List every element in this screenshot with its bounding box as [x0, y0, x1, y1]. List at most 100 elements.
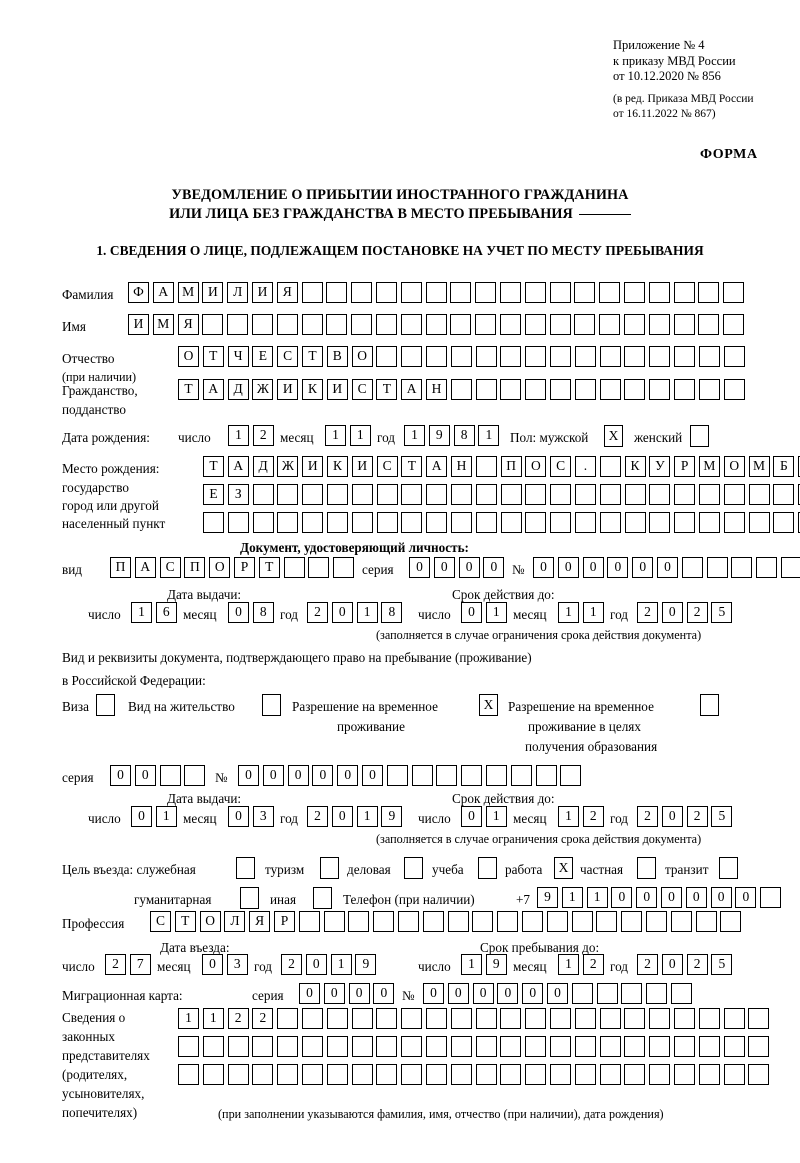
form-cell[interactable]: 0 — [611, 887, 633, 908]
form-cell[interactable] — [571, 983, 593, 1004]
form-cell[interactable] — [373, 911, 395, 932]
form-cell[interactable] — [549, 1008, 571, 1029]
form-cell[interactable]: С — [277, 346, 299, 367]
form-cell[interactable] — [624, 1064, 646, 1085]
form-cell[interactable]: К — [301, 379, 323, 400]
form-cell[interactable]: А — [426, 456, 448, 477]
form-cell[interactable]: Т — [258, 557, 280, 578]
form-cell[interactable] — [546, 911, 568, 932]
form-cell[interactable]: 0 — [461, 806, 482, 827]
form-cell[interactable] — [649, 1064, 671, 1085]
form-cell[interactable]: 0 — [458, 557, 480, 578]
form-cell[interactable]: О — [199, 911, 221, 932]
form-cell[interactable] — [376, 1008, 398, 1029]
form-cell[interactable] — [748, 1008, 770, 1029]
form-cell[interactable] — [720, 911, 742, 932]
form-cell[interactable]: К — [326, 456, 348, 477]
form-cell[interactable] — [227, 1036, 249, 1057]
form-cell[interactable]: Т — [202, 346, 224, 367]
form-cell[interactable] — [646, 983, 668, 1004]
form-cell[interactable]: 7 — [129, 954, 151, 975]
form-cell[interactable] — [648, 314, 670, 335]
form-cell[interactable] — [574, 1036, 596, 1057]
form-cell[interactable] — [773, 512, 795, 533]
form-cell[interactable]: Т — [376, 379, 398, 400]
form-cell[interactable] — [426, 484, 448, 505]
form-cell[interactable]: 0 — [607, 557, 629, 578]
form-cell[interactable]: 0 — [331, 806, 353, 827]
form-cell[interactable] — [723, 1008, 745, 1029]
form-cell[interactable] — [649, 346, 671, 367]
form-cell[interactable]: 3 — [226, 954, 248, 975]
form-cell[interactable] — [348, 911, 370, 932]
form-cell[interactable]: 0 — [461, 602, 482, 623]
form-cell[interactable] — [698, 314, 720, 335]
form-cell[interactable] — [351, 484, 373, 505]
form-cell[interactable] — [773, 484, 795, 505]
form-cell[interactable]: 2 — [582, 806, 604, 827]
form-cell[interactable] — [574, 314, 596, 335]
form-cell[interactable]: 2 — [637, 806, 658, 827]
form-cell[interactable]: 5 — [711, 806, 733, 827]
form-cell[interactable]: О — [209, 557, 231, 578]
form-cell[interactable] — [461, 765, 483, 786]
form-cell[interactable] — [535, 765, 557, 786]
form-cell[interactable]: 0 — [656, 557, 678, 578]
form-cell[interactable] — [450, 314, 472, 335]
form-cell[interactable]: О — [525, 456, 547, 477]
form-cell[interactable]: 0 — [582, 557, 604, 578]
form-cell[interactable] — [351, 282, 373, 303]
form-cell[interactable] — [351, 1036, 373, 1057]
form-cell[interactable]: Ч — [227, 346, 249, 367]
form-cell[interactable] — [277, 512, 299, 533]
form-cell[interactable]: Т — [301, 346, 323, 367]
form-cell[interactable] — [798, 484, 800, 505]
form-cell[interactable]: Р — [273, 911, 295, 932]
form-cell[interactable]: 0 — [409, 557, 430, 578]
form-cell[interactable] — [649, 1036, 671, 1057]
form-cell[interactable] — [425, 282, 447, 303]
form-cell[interactable]: 9 — [485, 954, 507, 975]
form-cell[interactable] — [326, 314, 348, 335]
form-cell[interactable] — [277, 1064, 299, 1085]
form-cell[interactable] — [624, 379, 646, 400]
form-cell[interactable]: 1 — [558, 806, 579, 827]
form-cell[interactable]: Т — [401, 456, 423, 477]
form-cell[interactable]: Л — [227, 282, 249, 303]
form-cell[interactable]: М — [152, 314, 174, 335]
form-cell[interactable]: 0 — [202, 954, 223, 975]
form-cell[interactable] — [351, 1008, 373, 1029]
form-cell[interactable]: 0 — [287, 765, 309, 786]
purpose-other-checkbox[interactable] — [313, 887, 332, 909]
form-cell[interactable]: 3 — [252, 806, 274, 827]
form-cell[interactable] — [756, 557, 778, 578]
form-cell[interactable] — [376, 346, 398, 367]
form-cell[interactable] — [323, 911, 345, 932]
form-cell[interactable] — [524, 314, 546, 335]
form-cell[interactable]: О — [351, 346, 373, 367]
form-cell[interactable]: 1 — [155, 806, 177, 827]
form-cell[interactable] — [549, 1064, 571, 1085]
form-cell[interactable] — [621, 983, 643, 1004]
form-cell[interactable] — [475, 512, 497, 533]
form-cell[interactable]: У — [649, 456, 671, 477]
form-cell[interactable]: Я — [276, 282, 298, 303]
form-cell[interactable]: 2 — [281, 954, 302, 975]
form-cell[interactable] — [748, 484, 770, 505]
form-cell[interactable]: 2 — [227, 1008, 249, 1029]
form-cell[interactable]: 0 — [661, 806, 683, 827]
form-cell[interactable] — [599, 1008, 621, 1029]
form-cell[interactable] — [624, 346, 646, 367]
form-cell[interactable]: 2 — [582, 954, 604, 975]
form-cell[interactable]: . — [574, 456, 596, 477]
form-cell[interactable] — [624, 1036, 646, 1057]
form-cell[interactable] — [673, 379, 695, 400]
form-cell[interactable] — [302, 512, 324, 533]
form-cell[interactable] — [574, 484, 596, 505]
form-cell[interactable] — [401, 484, 423, 505]
form-cell[interactable] — [698, 512, 720, 533]
